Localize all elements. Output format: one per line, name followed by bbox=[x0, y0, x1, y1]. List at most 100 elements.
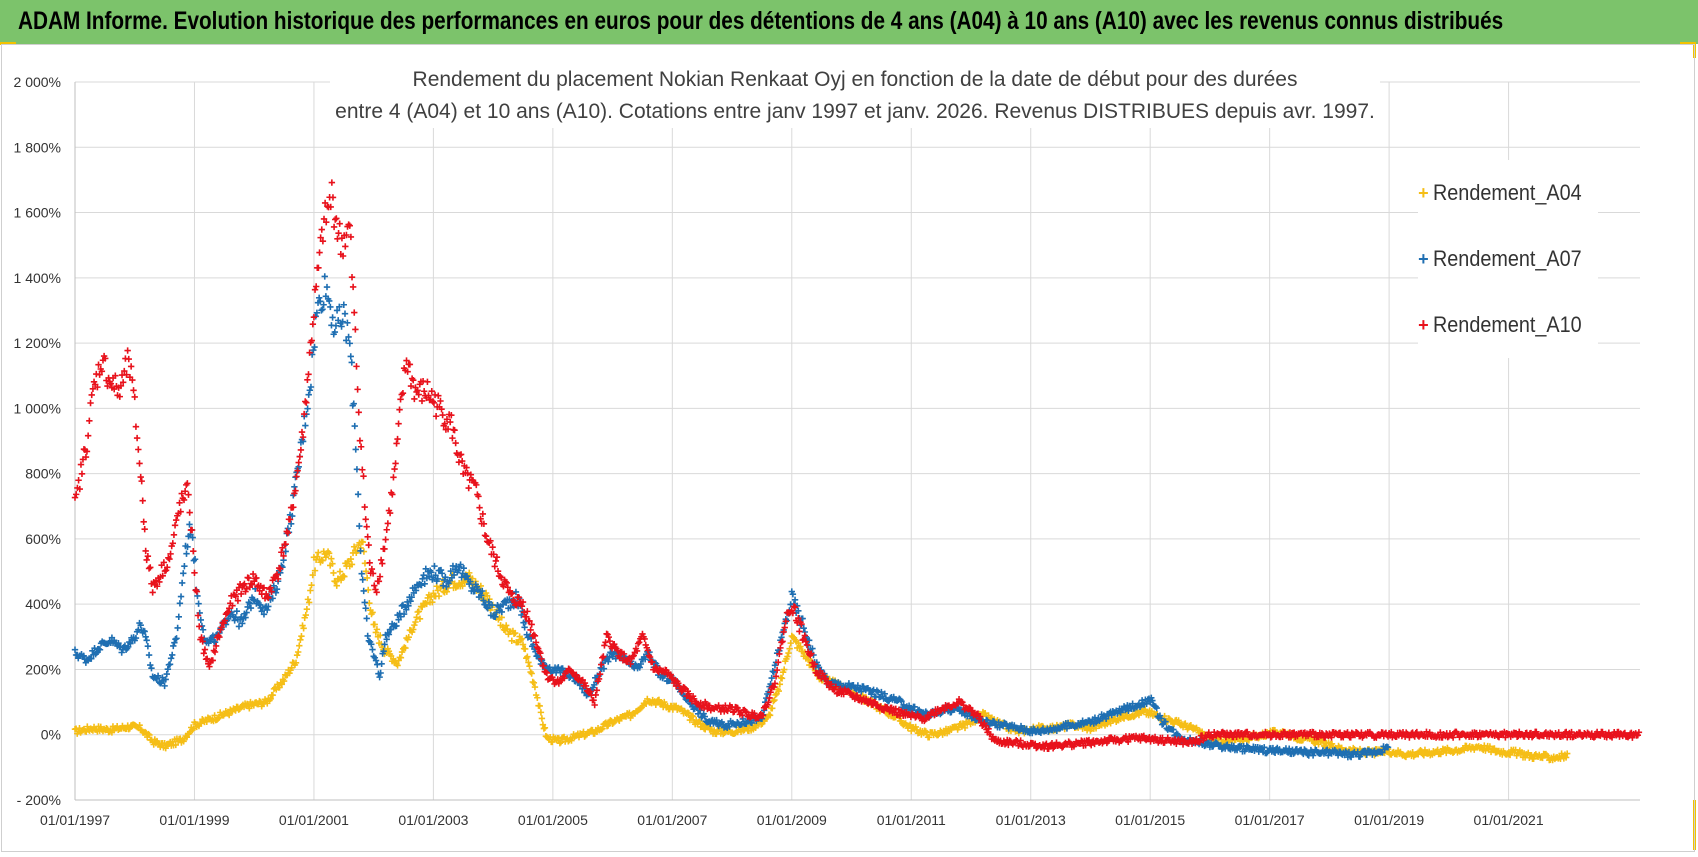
data-point bbox=[89, 385, 97, 393]
data-point bbox=[1151, 733, 1159, 741]
data-point bbox=[912, 723, 919, 731]
data-point bbox=[1170, 720, 1178, 728]
data-point bbox=[790, 603, 798, 610]
data-point bbox=[476, 504, 483, 511]
banner-title: ADAM Informe. Evolution historique des p… bbox=[18, 7, 1504, 35]
data-point bbox=[376, 632, 384, 639]
data-point bbox=[555, 664, 562, 671]
data-point bbox=[359, 576, 366, 583]
data-point bbox=[777, 644, 784, 652]
data-point bbox=[431, 562, 438, 570]
data-point bbox=[655, 696, 663, 704]
data-point bbox=[98, 368, 106, 375]
data-point bbox=[1043, 740, 1050, 747]
data-point bbox=[537, 649, 544, 657]
data-point bbox=[521, 645, 529, 653]
data-point bbox=[1092, 725, 1100, 732]
data-point bbox=[376, 573, 384, 580]
data-point bbox=[96, 646, 104, 653]
data-point bbox=[369, 570, 377, 577]
chart-title-line-2: entre 4 (A04) et 10 ans (A10). Cotations… bbox=[335, 100, 1375, 123]
data-point bbox=[799, 636, 806, 644]
data-point bbox=[432, 413, 440, 420]
data-point bbox=[1449, 734, 1457, 741]
series-Rendement_A07 bbox=[71, 273, 1392, 761]
data-point bbox=[528, 621, 535, 628]
data-point bbox=[748, 719, 756, 727]
data-point bbox=[527, 626, 534, 634]
data-point bbox=[397, 654, 405, 661]
data-point bbox=[362, 516, 369, 523]
data-point bbox=[759, 712, 767, 719]
data-point bbox=[296, 642, 303, 649]
data-point bbox=[800, 624, 807, 632]
data-point bbox=[77, 461, 85, 468]
series-Rendement_A10 bbox=[71, 179, 1643, 752]
data-point bbox=[149, 589, 156, 596]
data-point bbox=[380, 648, 387, 655]
data-point bbox=[695, 718, 702, 726]
data-point bbox=[71, 646, 79, 653]
data-point bbox=[511, 629, 519, 637]
data-point bbox=[306, 387, 314, 394]
data-point bbox=[94, 383, 101, 391]
data-point bbox=[135, 446, 142, 453]
data-point bbox=[235, 623, 243, 630]
data-point bbox=[1137, 737, 1144, 744]
data-point bbox=[466, 569, 473, 577]
data-point bbox=[272, 589, 280, 596]
data-point bbox=[250, 597, 258, 604]
data-point bbox=[393, 440, 400, 447]
data-point bbox=[354, 491, 362, 498]
data-point bbox=[323, 283, 331, 291]
y-tick-label: 2 000% bbox=[14, 74, 61, 90]
data-point bbox=[325, 550, 333, 557]
data-point bbox=[487, 537, 494, 544]
data-point bbox=[358, 570, 365, 577]
data-point bbox=[465, 484, 472, 492]
data-point bbox=[88, 655, 95, 662]
data-point bbox=[494, 568, 502, 575]
data-point bbox=[498, 608, 506, 616]
data-point bbox=[381, 641, 388, 648]
x-tick-label: 01/01/2005 bbox=[518, 812, 588, 828]
data-point bbox=[407, 382, 415, 390]
data-point bbox=[165, 554, 172, 562]
data-point bbox=[502, 599, 510, 606]
data-point bbox=[430, 399, 438, 407]
data-point bbox=[360, 473, 367, 480]
data-point bbox=[315, 264, 322, 272]
data-point bbox=[795, 607, 802, 614]
data-point bbox=[528, 670, 535, 677]
data-point bbox=[751, 710, 758, 717]
data-point bbox=[115, 639, 122, 647]
data-point bbox=[1315, 741, 1322, 748]
data-point bbox=[442, 573, 449, 581]
data-point bbox=[326, 297, 333, 305]
data-point bbox=[457, 561, 464, 568]
data-point bbox=[1621, 729, 1629, 737]
y-tick-label: 1 800% bbox=[14, 139, 61, 155]
data-point bbox=[775, 659, 782, 666]
data-point bbox=[383, 526, 390, 533]
data-point bbox=[1213, 739, 1220, 746]
data-point bbox=[414, 387, 421, 394]
data-point bbox=[507, 604, 514, 611]
data-point bbox=[351, 422, 358, 430]
series-Rendement_A04 bbox=[71, 538, 1571, 764]
data-point bbox=[766, 712, 774, 719]
data-point bbox=[232, 707, 239, 714]
data-point bbox=[313, 309, 321, 316]
data-point bbox=[382, 536, 389, 543]
data-point bbox=[1303, 748, 1310, 755]
data-point bbox=[443, 583, 450, 590]
data-point bbox=[667, 671, 674, 678]
data-point bbox=[318, 226, 325, 233]
data-point bbox=[273, 571, 281, 578]
data-point bbox=[371, 621, 378, 628]
data-point bbox=[169, 540, 177, 547]
data-point bbox=[144, 553, 152, 560]
data-point bbox=[1363, 751, 1370, 758]
data-point bbox=[689, 713, 697, 720]
data-point bbox=[308, 337, 315, 344]
